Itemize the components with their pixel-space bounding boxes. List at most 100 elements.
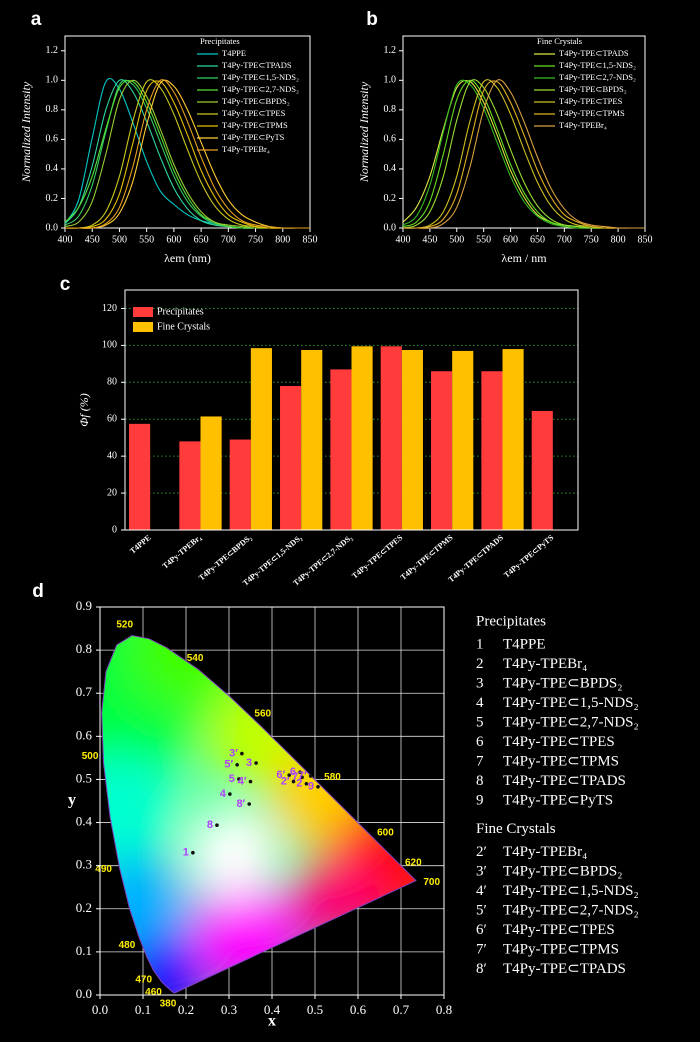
x-tick-label: 800 bbox=[275, 234, 290, 245]
wavelength-label: 560 bbox=[254, 709, 271, 720]
legend-key: 6 bbox=[476, 734, 484, 750]
wavelength-label: 480 bbox=[119, 940, 136, 951]
legend-label: T4Py-TPE⊂TPES bbox=[222, 108, 286, 118]
wavelength-label: 470 bbox=[135, 974, 152, 985]
x-tick-label: 0.4 bbox=[264, 1002, 281, 1017]
legend-label: T4Py-TPEBr₄ bbox=[559, 120, 607, 130]
legend-label: T4Py-TPE⊂1,5-NDS₂ bbox=[503, 883, 639, 899]
y-tick-label: 0.2 bbox=[46, 193, 59, 204]
legend-key: 9 bbox=[476, 792, 484, 808]
panel-label: b bbox=[366, 9, 378, 30]
y-tick-label: 60 bbox=[107, 414, 117, 425]
x-tick-label: 750 bbox=[584, 234, 599, 245]
legend-label: T4Py-TPE⊂BPDS₂ bbox=[503, 863, 623, 879]
cie-point bbox=[308, 774, 313, 778]
y-axis-label: Normalized Intensity bbox=[19, 81, 33, 183]
cie-point bbox=[287, 773, 292, 777]
x-tick-label: 550 bbox=[139, 234, 154, 245]
legend-label: T4Py-TPE⊂TPES bbox=[559, 96, 623, 106]
x-tick-label: 750 bbox=[248, 234, 263, 245]
point-label: 6′ bbox=[276, 769, 285, 781]
x-tick-label: 400 bbox=[396, 234, 411, 245]
legend-title: Fine Crystals bbox=[476, 821, 556, 837]
x-tick-label: 550 bbox=[476, 234, 491, 245]
legend-key: 1 bbox=[476, 636, 484, 652]
x-tick-label: 600 bbox=[503, 234, 518, 245]
point-label: 5′ bbox=[224, 759, 233, 771]
legend-label: T4Py-TPE⊂BPDS₂ bbox=[503, 675, 623, 691]
y-tick-label: 1.2 bbox=[46, 45, 59, 56]
y-tick-label: 0.2 bbox=[384, 193, 397, 204]
cie-point bbox=[254, 761, 258, 765]
x-tick-label: 0.3 bbox=[221, 1002, 237, 1017]
legend-key: 8 bbox=[476, 773, 484, 789]
x-tick-label: 0.2 bbox=[178, 1002, 194, 1017]
legend-key: 8′ bbox=[476, 961, 487, 977]
wavelength-label: 380 bbox=[160, 998, 177, 1009]
point-label: 6 bbox=[290, 766, 296, 778]
y-tick-label: 0.1 bbox=[76, 943, 92, 958]
y-tick-label: 40 bbox=[107, 450, 117, 461]
legend-label: T4Py-TPE⊂1,5-NDS₂ bbox=[222, 72, 299, 82]
point-label: 1 bbox=[183, 847, 189, 859]
x-tick-label: 500 bbox=[112, 234, 127, 245]
cie-point bbox=[235, 762, 239, 767]
x-tick-label: 0.1 bbox=[135, 1002, 151, 1017]
point-label: 8′ bbox=[236, 798, 245, 810]
legend-label: T4Py-TPE⊂TPADS bbox=[503, 773, 626, 789]
cie-point bbox=[240, 751, 244, 756]
legend-key: 3′ bbox=[476, 863, 487, 879]
x-tick-label: 0.0 bbox=[92, 1002, 108, 1017]
point-label: 3′ bbox=[229, 747, 238, 759]
legend-label: T4Py-TPE⊂TPMS bbox=[222, 120, 288, 130]
wavelength-label: 620 bbox=[405, 857, 422, 868]
wavelength-label: 490 bbox=[95, 864, 112, 875]
panel-label: d bbox=[32, 581, 44, 602]
legend-swatch bbox=[133, 307, 153, 317]
y-tick-label: 0.8 bbox=[76, 641, 92, 656]
bar bbox=[502, 349, 524, 530]
legend-label: T4Py-TPE⊂PyTS bbox=[503, 792, 613, 808]
y-tick-label: 0.8 bbox=[46, 104, 59, 115]
x-tick-label: 450 bbox=[422, 234, 437, 245]
y-tick-label: 0.4 bbox=[76, 814, 93, 829]
x-tick-label: T4Py-TPEBr₄ bbox=[161, 533, 204, 571]
x-tick-label: 800 bbox=[611, 234, 626, 245]
point-label: 4′ bbox=[238, 776, 247, 788]
x-tick-label: 400 bbox=[58, 234, 73, 245]
legend-key: 5′ bbox=[476, 902, 487, 918]
cie-point bbox=[300, 775, 304, 780]
point-label: 5 bbox=[229, 773, 235, 785]
bar bbox=[531, 410, 553, 530]
bar bbox=[452, 350, 474, 530]
legend-key: 6′ bbox=[476, 922, 487, 938]
gamut-blob bbox=[101, 753, 178, 874]
cie-point bbox=[191, 850, 195, 855]
y-tick-label: 0.0 bbox=[384, 222, 397, 233]
point-label: 2′ bbox=[281, 776, 290, 788]
legend-label: T4Py-TPE⊂TPES bbox=[503, 922, 615, 938]
point-label: 7′ bbox=[298, 770, 307, 782]
wavelength-label: 500 bbox=[82, 751, 99, 762]
legend-key: 2 bbox=[476, 656, 484, 672]
legend-label: T4Py-TPE⊂TPMS bbox=[559, 108, 625, 118]
cie-point bbox=[304, 781, 309, 786]
legend-label: T4Py-TPE⊂2,7-NDS₂ bbox=[503, 714, 639, 730]
cie-point bbox=[291, 779, 296, 784]
bar bbox=[330, 369, 352, 530]
point-label: 9 bbox=[308, 781, 314, 793]
legend-label: T4Py-TPEBr₄ bbox=[503, 656, 587, 672]
y-tick-label: 0.0 bbox=[46, 222, 59, 233]
spectrum-line bbox=[65, 79, 310, 229]
y-tick-label: 0.6 bbox=[384, 134, 397, 145]
wavelength-label: 580 bbox=[324, 772, 341, 783]
x-tick-label: 650 bbox=[194, 234, 209, 245]
x-tick-label: 450 bbox=[85, 234, 100, 245]
legend-label: T4Py-TPE⊂BPDS₂ bbox=[222, 96, 290, 106]
bar bbox=[351, 346, 373, 530]
legend-label: T4PPE bbox=[222, 48, 246, 58]
y-tick-label: 0.3 bbox=[76, 857, 92, 872]
x-tick-label: 0.8 bbox=[436, 1002, 452, 1017]
